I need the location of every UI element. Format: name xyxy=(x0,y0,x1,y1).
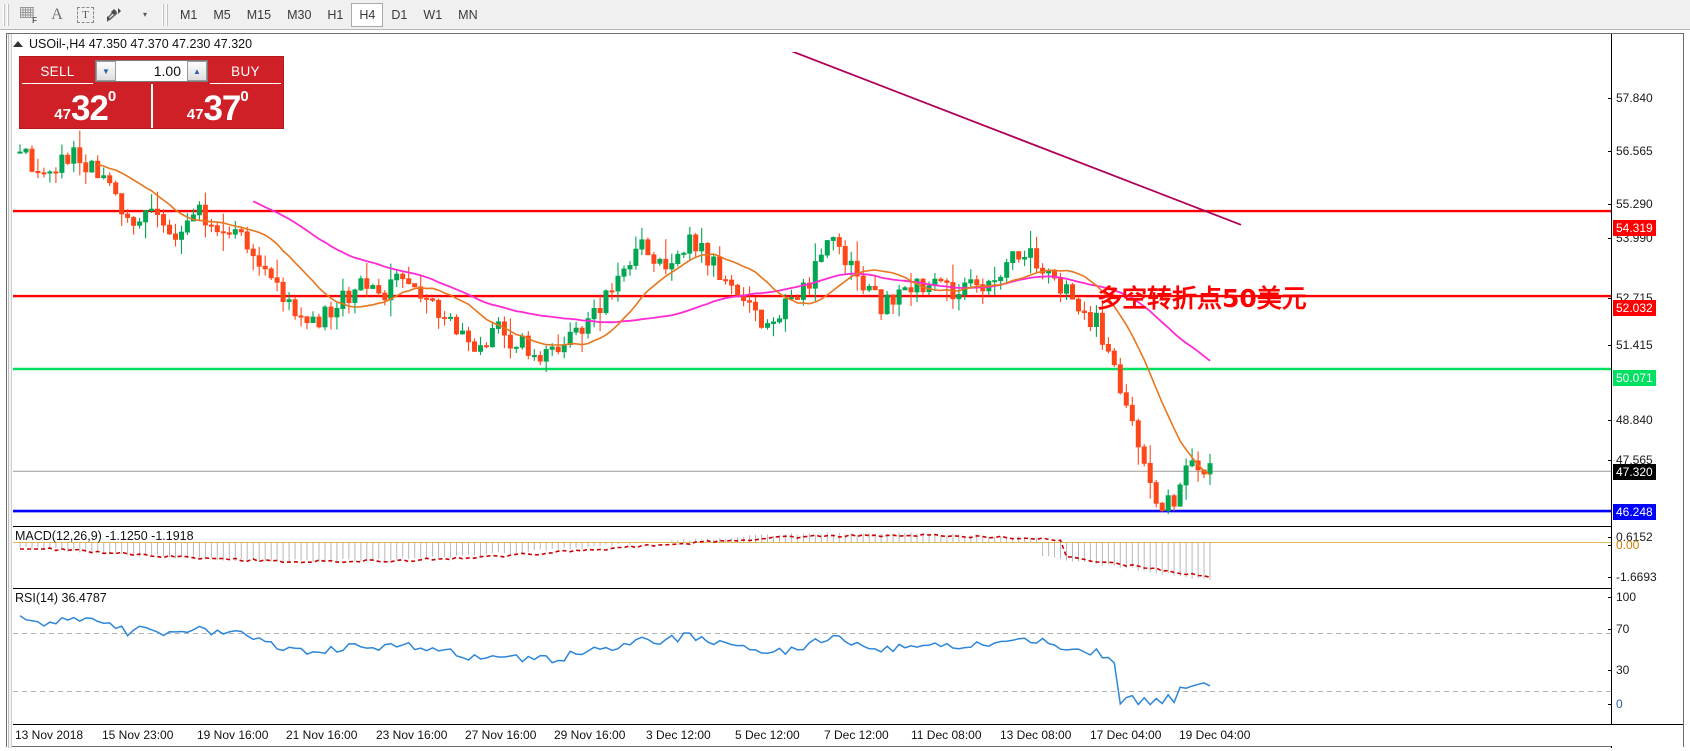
time-label-13: 19 Dec 04:00 xyxy=(1179,728,1251,742)
ask-price-prefix: 47 xyxy=(186,106,204,123)
time-label-12: 17 Dec 04:00 xyxy=(1090,728,1162,742)
text-box-icon[interactable]: T xyxy=(71,2,100,28)
price-tick-56565: 56.565 xyxy=(1608,145,1653,158)
price-scale[interactable]: 57.840 56.565 55.290 53.990 52.715 51.41… xyxy=(1607,34,1683,748)
collapse-triangle-icon[interactable] xyxy=(13,41,23,47)
bid-price[interactable]: 47 32 0 xyxy=(20,84,153,128)
time-label-7: 3 Dec 12:00 xyxy=(646,728,711,742)
crosshair-icon-label: F xyxy=(32,16,37,25)
crosshair-icon[interactable]: F xyxy=(14,2,43,28)
time-label-5: 27 Nov 16:00 xyxy=(465,728,537,742)
time-label-6: 29 Nov 16:00 xyxy=(554,728,626,742)
text-box-icon-glyph: T xyxy=(77,6,94,23)
time-label-9: 7 Dec 12:00 xyxy=(824,728,889,742)
timeframe-h4[interactable]: H4 xyxy=(351,2,384,27)
current-price-marker: 47.320 xyxy=(1613,464,1656,480)
rsi-label: RSI(14) 36.4787 xyxy=(15,591,107,605)
time-label-3: 21 Nov 16:00 xyxy=(286,728,358,742)
timeframe-m1[interactable]: M1 xyxy=(180,7,198,22)
price-tick-48840: 48.840 xyxy=(1608,414,1653,427)
ask-price-main: 37 xyxy=(203,89,241,128)
price-pane[interactable] xyxy=(13,52,1611,524)
timeframe-m30[interactable]: M30 xyxy=(287,7,312,22)
chart-left-grip xyxy=(7,34,12,748)
volume-input[interactable]: 1.00 xyxy=(153,63,181,79)
bid-price-prefix: 47 xyxy=(54,106,71,123)
toolbar-separator xyxy=(162,3,168,26)
rsi-chart-canvas xyxy=(13,615,1611,706)
timeframe-d1[interactable]: D1 xyxy=(391,7,408,22)
timeframe-m5[interactable]: M5 xyxy=(213,7,231,22)
macd-pane-divider xyxy=(13,526,1683,527)
toolbar-drag-handle[interactable] xyxy=(3,3,12,26)
macd-tick-bottom: -1.6693 xyxy=(1608,571,1657,584)
bid-price-main: 32 xyxy=(70,89,109,128)
macd-tick-top: 0.6152 xyxy=(1608,531,1653,544)
chart-header-text: USOil-,H4 47.350 47.370 47.230 47.320 xyxy=(29,37,253,51)
drawing-tools-icon[interactable] xyxy=(100,2,130,28)
rsi-tick-30: 30 xyxy=(1607,664,1629,677)
buy-button[interactable]: BUY xyxy=(210,59,281,84)
level-marker-54319: 54.319 xyxy=(1613,220,1656,236)
price-tick-57840: 57.840 xyxy=(1608,92,1653,105)
time-label-8: 5 Dec 12:00 xyxy=(735,728,800,742)
ask-price[interactable]: 47 37 0 xyxy=(153,84,284,128)
rsi-tick-0: 0 xyxy=(1608,698,1623,711)
sell-button[interactable]: SELL xyxy=(22,59,93,84)
drawing-tools-icon-glyph xyxy=(106,7,124,23)
level-marker-52032: 52.032 xyxy=(1613,300,1656,316)
macd-chart-canvas xyxy=(13,532,1611,580)
bid-price-point: 0 xyxy=(107,88,117,105)
one-click-trade-panel[interactable]: SELL ▼ 1.00 ▲ BUY 47 32 0 47 37 0 xyxy=(19,56,284,129)
time-label-10: 11 Dec 08:00 xyxy=(911,728,982,742)
level-marker-50071: 50.071 xyxy=(1613,370,1656,386)
trade-panel-quotes: 47 32 0 47 37 0 xyxy=(20,84,283,128)
macd-label: MACD(12,26,9) -1.1250 -1.1918 xyxy=(15,529,194,543)
timeframe-m15[interactable]: M15 xyxy=(246,7,272,22)
macd-tick-zero: 0.00 xyxy=(1607,539,1639,552)
timeframe-w1[interactable]: W1 xyxy=(423,7,443,22)
price-tick-47565: 47.565 xyxy=(1608,454,1653,467)
timeframe-h1[interactable]: H1 xyxy=(327,7,344,22)
rsi-pane-divider xyxy=(13,588,1683,589)
chart-header: USOil-,H4 47.350 47.370 47.230 47.320 xyxy=(13,36,1683,52)
volume-increment-button[interactable]: ▲ xyxy=(187,61,207,81)
volume-decrement-button[interactable]: ▼ xyxy=(96,61,116,81)
ask-price-point: 0 xyxy=(240,88,249,105)
trade-panel-top: SELL ▼ 1.00 ▲ BUY xyxy=(20,57,283,84)
rsi-pane[interactable] xyxy=(13,590,1611,735)
main-toolbar: F A T ▾ M1 M5 M15 xyxy=(0,0,1690,30)
chevron-down-glyph: ▾ xyxy=(142,10,147,19)
price-tick-55290: 55.290 xyxy=(1608,198,1653,211)
rsi-tick-100: 100 xyxy=(1607,591,1636,604)
time-scale[interactable]: 13 Nov 2018 15 Nov 23:00 19 Nov 16:00 21… xyxy=(13,724,1683,746)
rsi-tick-70: 70 xyxy=(1607,623,1629,636)
time-label-1: 15 Nov 23:00 xyxy=(102,728,174,742)
price-chart-canvas xyxy=(13,52,1611,515)
time-label-11: 13 Dec 08:00 xyxy=(1000,728,1072,742)
chart-annotation-text: 多空转折点50美元 xyxy=(1097,284,1307,313)
time-label-4: 23 Nov 16:00 xyxy=(376,728,448,742)
chevron-down-icon[interactable]: ▾ xyxy=(130,2,158,28)
price-tick-51415: 51.415 xyxy=(1608,339,1653,352)
volume-stepper[interactable]: ▼ 1.00 ▲ xyxy=(95,60,208,82)
chart-window[interactable]: USOil-,H4 47.350 47.370 47.230 47.320 MA… xyxy=(6,33,1684,748)
level-marker-46248: 46.248 xyxy=(1613,504,1656,520)
macd-pane[interactable] xyxy=(13,527,1611,585)
timeframe-mn[interactable]: MN xyxy=(458,7,478,22)
text-label-icon[interactable]: A xyxy=(43,2,71,28)
text-label-icon-glyph: A xyxy=(51,5,63,23)
time-label-2: 19 Nov 16:00 xyxy=(197,728,269,742)
time-label-0: 13 Nov 2018 xyxy=(15,728,84,742)
